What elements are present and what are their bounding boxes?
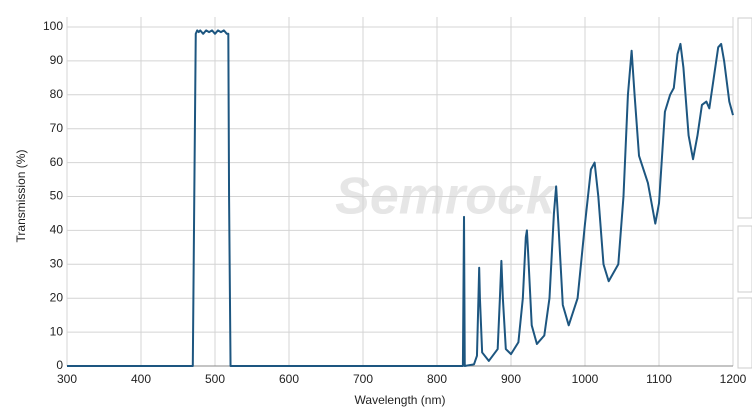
x-tick-label: 600 bbox=[279, 372, 299, 386]
y-tick-label: 70 bbox=[50, 121, 64, 135]
y-tick-label: 60 bbox=[50, 155, 64, 169]
y-tick-label: 100 bbox=[43, 19, 63, 33]
y-axis-label: Transmission (%) bbox=[14, 150, 28, 243]
y-tick-label: 10 bbox=[50, 324, 64, 338]
x-tick-label: 800 bbox=[427, 372, 447, 386]
x-tick-label: 400 bbox=[131, 372, 151, 386]
data-line bbox=[67, 29, 734, 367]
y-tick-label: 80 bbox=[50, 87, 64, 101]
x-tick-label: 300 bbox=[57, 372, 77, 386]
x-tick-label: 1100 bbox=[646, 372, 672, 386]
side-panel bbox=[737, 297, 752, 369]
x-tick-label: 1200 bbox=[720, 372, 747, 386]
x-tick-label: 900 bbox=[501, 372, 521, 386]
side-panel bbox=[737, 17, 752, 219]
y-tick-label: 20 bbox=[50, 290, 64, 304]
y-tick-label: 0 bbox=[56, 358, 63, 372]
x-tick-label: 700 bbox=[353, 372, 373, 386]
y-tick-label: 30 bbox=[50, 256, 64, 270]
side-panel bbox=[737, 225, 752, 293]
y-tick-label: 40 bbox=[50, 223, 64, 237]
x-axis-label: Wavelength (nm) bbox=[355, 393, 446, 407]
y-tick-label: 90 bbox=[50, 53, 64, 67]
x-tick-label: 1000 bbox=[572, 372, 599, 386]
y-tick-label: 50 bbox=[50, 189, 64, 203]
x-tick-label: 500 bbox=[205, 372, 225, 386]
